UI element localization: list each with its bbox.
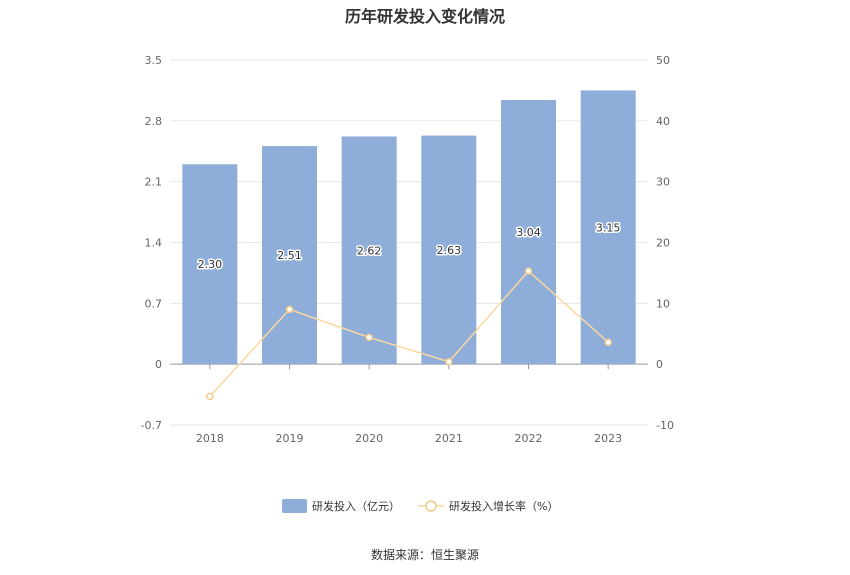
source-note: 数据来源：恒生聚源 xyxy=(370,548,479,562)
bar-series xyxy=(182,90,636,365)
legend-line-marker xyxy=(425,500,437,512)
y-right-tick-label: 30 xyxy=(656,176,670,189)
growth-point xyxy=(524,267,533,275)
y-left-tick-label: -0.7 xyxy=(141,419,162,432)
y-left-tick-label: 0 xyxy=(155,358,162,371)
x-tick-label: 2023 xyxy=(594,432,622,445)
y-right-tick-label: 10 xyxy=(656,297,670,310)
bar xyxy=(421,135,477,365)
bar-value-label: 2.63 xyxy=(437,244,462,257)
y-right-tick-label: 0 xyxy=(656,358,663,371)
x-tick-label: 2018 xyxy=(196,432,224,445)
growth-point xyxy=(604,338,612,347)
y-right-tick-label: -10 xyxy=(656,419,674,432)
bar xyxy=(182,164,238,365)
x-tick-label: 2019 xyxy=(276,432,304,445)
bar-value-label: 2.30 xyxy=(198,258,223,271)
bar xyxy=(341,136,397,365)
growth-point xyxy=(365,333,373,342)
growth-point xyxy=(445,357,453,366)
bar-value-label: 3.04 xyxy=(516,226,541,239)
legend-line-label: 研发投入增长率（%） xyxy=(449,499,558,513)
x-tick-label: 2022 xyxy=(515,432,543,445)
axes: 3.5 50 2.8 40 2.1 30 1.4 20 0.7 10 0 0 -0.7 -10 2018 20… xyxy=(141,54,674,445)
legend: 研发投入（亿元） 研发投入增长率（%） xyxy=(282,499,558,513)
bar-value-label: 3.15 xyxy=(596,221,621,234)
y-left-tick-label: 1.4 xyxy=(145,237,163,250)
y-right-tick-label: 20 xyxy=(656,237,670,250)
growth-point xyxy=(206,392,214,401)
growth-line xyxy=(209,270,609,397)
x-tick-label: 2021 xyxy=(435,432,463,445)
gridlines xyxy=(170,59,648,426)
bar-value-labels: 2.30 2.51 2.62 2.63 3.04 3.15 xyxy=(196,220,622,273)
bar xyxy=(262,146,317,365)
y-right-tick-label: 50 xyxy=(656,54,670,67)
legend-bar-swatch xyxy=(282,499,307,513)
y-left-tick-label: 3.5 xyxy=(145,54,163,67)
y-left-tick-label: 0.7 xyxy=(145,297,163,310)
chart-title: 历年研发投入变化情况 xyxy=(344,7,505,26)
growth-point xyxy=(285,305,294,314)
growth-line-series xyxy=(206,267,612,401)
x-tick-label: 2020 xyxy=(355,432,383,445)
y-left-tick-label: 2.8 xyxy=(145,115,163,128)
legend-bar-label: 研发投入（亿元） xyxy=(312,499,400,513)
bar-value-label: 2.51 xyxy=(277,249,302,262)
y-right-tick-label: 40 xyxy=(656,115,670,128)
bar xyxy=(580,90,636,365)
bar-value-label: 2.62 xyxy=(357,244,382,257)
bar xyxy=(501,99,556,365)
y-left-tick-label: 2.1 xyxy=(145,176,163,189)
